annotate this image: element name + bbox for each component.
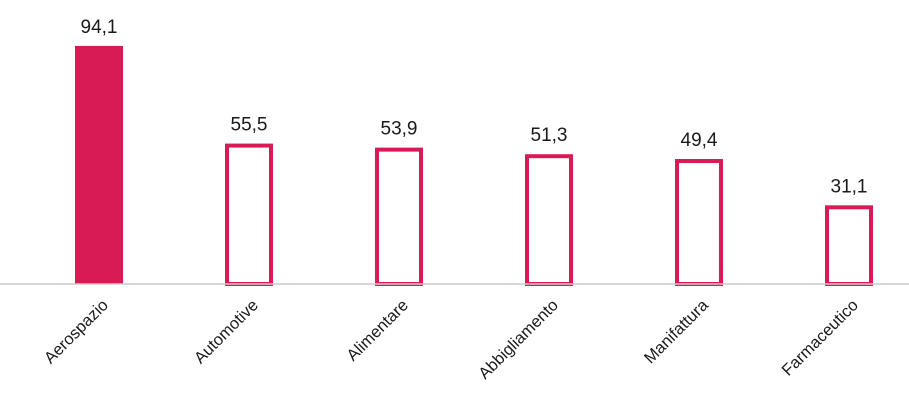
bar-alimentare xyxy=(375,147,423,286)
value-label-alimentare: 53,9 xyxy=(381,119,418,140)
tick-labels-group: Aerospazio Automotive Alimentare Abbigliame… xyxy=(41,296,862,383)
tick-label-abbigliamento: Abbigliamento xyxy=(475,296,562,383)
tick-label-aerospazio: Aerospazio xyxy=(41,296,112,367)
value-label-farmaceutico: 31,1 xyxy=(831,176,868,197)
tick-label-farmaceutico: Farmaceutico xyxy=(779,296,862,379)
value-label-manifattura: 49,4 xyxy=(681,130,718,151)
value-label-aerospazio: 94,1 xyxy=(81,17,118,38)
value-labels-group: 94,1 55,5 53,9 51,3 49,4 31,1 xyxy=(81,17,868,197)
value-label-abbigliamento: 51,3 xyxy=(531,125,568,146)
bar-automotive xyxy=(225,143,273,286)
bar-farmaceutico xyxy=(825,205,873,286)
bar-manifattura xyxy=(675,159,723,287)
tick-label-alimentare: Alimentare xyxy=(343,296,412,365)
tick-label-manifattura: Manifattura xyxy=(641,296,713,368)
bar-aerospazio xyxy=(75,45,123,284)
bar-abbigliamento xyxy=(525,154,573,286)
value-label-automotive: 55,5 xyxy=(231,115,268,136)
bars-group xyxy=(75,45,873,287)
tick-label-automotive: Automotive xyxy=(191,296,262,367)
